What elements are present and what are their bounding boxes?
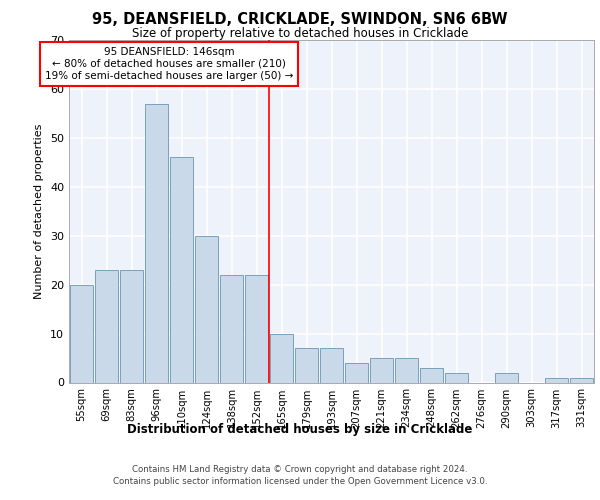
Y-axis label: Number of detached properties: Number of detached properties [34,124,44,299]
Bar [494,372,518,382]
Bar [545,378,568,382]
Bar [95,270,118,382]
Bar [119,270,143,382]
Bar [344,363,368,382]
Bar [419,368,443,382]
Bar [70,284,94,382]
Bar [245,275,268,382]
Bar [145,104,169,382]
Bar [370,358,394,382]
Bar [445,372,469,382]
Text: Contains HM Land Registry data © Crown copyright and database right 2024.: Contains HM Land Registry data © Crown c… [132,465,468,474]
Text: 95 DEANSFIELD: 146sqm
← 80% of detached houses are smaller (210)
19% of semi-det: 95 DEANSFIELD: 146sqm ← 80% of detached … [45,48,293,80]
Text: Contains public sector information licensed under the Open Government Licence v3: Contains public sector information licen… [113,477,487,486]
Text: Size of property relative to detached houses in Cricklade: Size of property relative to detached ho… [132,28,468,40]
Bar [569,378,593,382]
Bar [220,275,244,382]
Text: 95, DEANSFIELD, CRICKLADE, SWINDON, SN6 6BW: 95, DEANSFIELD, CRICKLADE, SWINDON, SN6 … [92,12,508,28]
Text: Distribution of detached houses by size in Cricklade: Distribution of detached houses by size … [127,422,473,436]
Bar [395,358,418,382]
Bar [170,158,193,382]
Bar [269,334,293,382]
Bar [194,236,218,382]
Bar [320,348,343,382]
Bar [295,348,319,382]
